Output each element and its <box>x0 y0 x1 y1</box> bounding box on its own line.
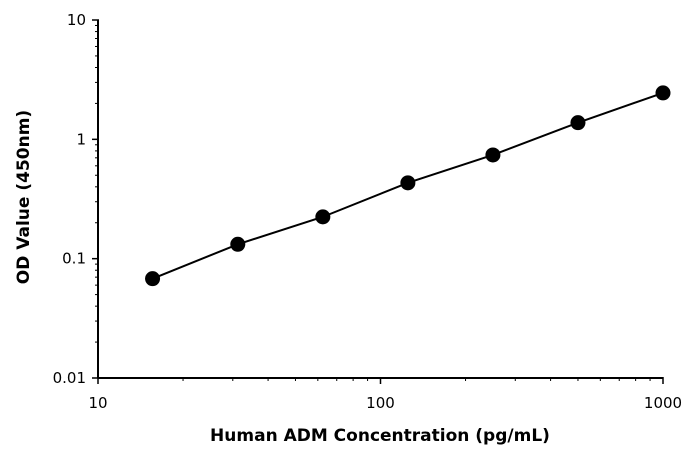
data-point <box>485 147 501 163</box>
data-point <box>655 85 671 101</box>
data-point <box>230 236 246 252</box>
y-axis-title: OD Value (450nm) <box>14 110 34 284</box>
axes-layer: 0.01 0.1 1 10 10 100 1000 <box>53 11 683 412</box>
x-tick-label: 1000 <box>644 394 682 412</box>
x-tick-label: 10 <box>88 394 107 412</box>
y-tick-label: 1 <box>76 130 86 148</box>
x-axis-title: Human ADM Concentration (pg/mL) <box>210 426 550 446</box>
series-layer <box>145 85 671 287</box>
x-tick-label: 100 <box>366 394 395 412</box>
data-point <box>570 115 586 131</box>
y-tick-label: 0.1 <box>62 250 86 268</box>
y-tick-label: 0.01 <box>53 369 86 387</box>
data-point <box>315 209 331 225</box>
data-point <box>400 175 416 191</box>
data-point <box>145 271 161 287</box>
y-tick-label: 10 <box>67 11 86 29</box>
